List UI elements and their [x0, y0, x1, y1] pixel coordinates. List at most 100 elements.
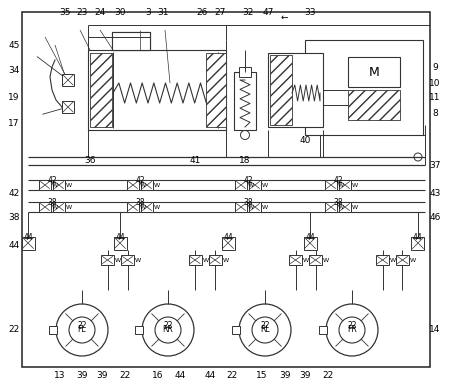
- Bar: [232, 326, 240, 334]
- Bar: [62, 101, 74, 113]
- Text: 26: 26: [196, 7, 208, 17]
- Text: 41: 41: [189, 156, 201, 164]
- Bar: [235, 202, 247, 212]
- Text: W: W: [410, 258, 416, 263]
- Text: 33: 33: [304, 7, 316, 17]
- Text: 37: 37: [429, 161, 441, 169]
- Text: W: W: [52, 182, 58, 187]
- Text: 46: 46: [429, 213, 441, 221]
- Circle shape: [155, 317, 181, 343]
- Bar: [319, 326, 327, 334]
- Bar: [49, 326, 57, 334]
- Text: 44: 44: [115, 233, 125, 241]
- Text: W: W: [248, 204, 254, 209]
- Text: W: W: [135, 258, 141, 263]
- Text: 38: 38: [243, 198, 253, 206]
- Text: 34: 34: [8, 65, 20, 75]
- Circle shape: [142, 304, 194, 356]
- Text: 9: 9: [432, 62, 438, 72]
- Bar: [208, 255, 221, 265]
- Text: W: W: [140, 182, 146, 187]
- Text: 22: 22: [260, 320, 270, 330]
- Text: W: W: [248, 182, 254, 187]
- Text: W: W: [115, 258, 121, 263]
- Text: 38: 38: [8, 213, 20, 221]
- Text: FL: FL: [78, 325, 86, 335]
- Text: 8: 8: [432, 109, 438, 117]
- Text: 22: 22: [322, 370, 333, 380]
- Bar: [396, 255, 409, 265]
- Text: W: W: [66, 204, 72, 209]
- Text: M: M: [369, 65, 379, 79]
- Bar: [303, 236, 316, 249]
- Text: 22: 22: [9, 325, 20, 335]
- Bar: [289, 255, 302, 265]
- Text: W: W: [262, 204, 268, 209]
- Text: 22: 22: [119, 370, 130, 380]
- Text: 47: 47: [262, 7, 274, 17]
- Text: 38: 38: [333, 198, 343, 206]
- Text: 39: 39: [279, 370, 291, 380]
- Text: 15: 15: [256, 370, 268, 380]
- Bar: [339, 180, 351, 190]
- Bar: [135, 326, 143, 334]
- Text: 44: 44: [175, 370, 186, 380]
- Text: 39: 39: [76, 370, 88, 380]
- Text: 35: 35: [59, 7, 71, 17]
- Bar: [39, 180, 51, 190]
- Text: 38: 38: [47, 198, 57, 206]
- Circle shape: [240, 131, 249, 139]
- Text: W: W: [338, 182, 344, 187]
- Text: 24: 24: [94, 7, 106, 17]
- Bar: [39, 202, 51, 212]
- Circle shape: [252, 317, 278, 343]
- Text: W: W: [52, 204, 58, 209]
- Circle shape: [339, 317, 365, 343]
- Bar: [249, 180, 261, 190]
- Text: W: W: [352, 204, 358, 209]
- Text: 13: 13: [54, 370, 66, 380]
- Text: 45: 45: [8, 40, 20, 50]
- Bar: [234, 72, 256, 130]
- Bar: [348, 57, 400, 87]
- Text: 23: 23: [76, 7, 88, 17]
- Text: 16: 16: [152, 370, 164, 380]
- Text: W: W: [303, 258, 309, 263]
- Bar: [127, 180, 139, 190]
- Bar: [88, 50, 226, 130]
- Text: 42: 42: [9, 189, 20, 198]
- Text: W: W: [154, 182, 160, 187]
- Text: 27: 27: [214, 7, 226, 17]
- Bar: [53, 202, 65, 212]
- Bar: [325, 180, 337, 190]
- Text: 40: 40: [299, 136, 310, 144]
- Circle shape: [69, 317, 95, 343]
- Bar: [348, 90, 400, 120]
- Text: 22: 22: [77, 320, 87, 330]
- Text: 19: 19: [8, 92, 20, 102]
- Bar: [235, 180, 247, 190]
- Text: 36: 36: [84, 156, 96, 164]
- Text: 44: 44: [223, 233, 233, 241]
- Bar: [221, 236, 234, 249]
- Text: W: W: [66, 182, 72, 187]
- Circle shape: [239, 304, 291, 356]
- Text: 44: 44: [413, 233, 423, 241]
- Text: W: W: [222, 258, 229, 263]
- Text: ←: ←: [280, 12, 288, 22]
- Text: 44: 44: [9, 241, 20, 249]
- Circle shape: [56, 304, 108, 356]
- Text: W: W: [390, 258, 396, 263]
- Bar: [141, 202, 153, 212]
- Text: RL: RL: [260, 325, 270, 335]
- Bar: [206, 53, 226, 127]
- Text: 22: 22: [163, 320, 173, 330]
- Text: 42: 42: [333, 176, 343, 184]
- Text: FR: FR: [347, 325, 357, 335]
- Bar: [270, 55, 292, 125]
- Bar: [376, 255, 389, 265]
- Text: 44: 44: [305, 233, 315, 241]
- Text: W: W: [140, 204, 146, 209]
- Bar: [189, 255, 202, 265]
- Bar: [309, 255, 322, 265]
